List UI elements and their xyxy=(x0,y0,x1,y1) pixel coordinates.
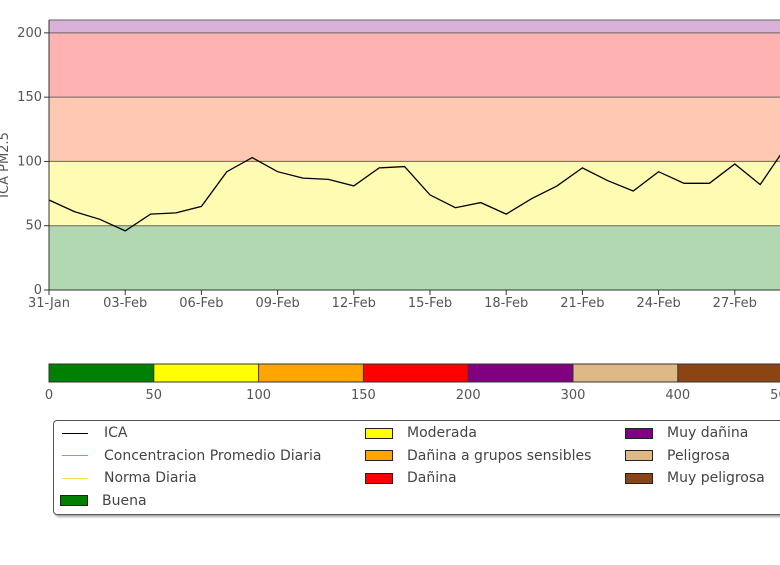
legend-swatch xyxy=(365,450,393,461)
band-2 xyxy=(49,97,780,162)
colorbar-segment-2 xyxy=(258,364,364,382)
band-0 xyxy=(49,225,780,290)
colorbar-tick-label: 300 xyxy=(561,388,586,403)
x-tick-label: 03-Feb xyxy=(103,296,147,311)
colorbar-tick-label: 400 xyxy=(665,388,690,403)
legend-item: Norma Diaria xyxy=(54,468,197,488)
series-lines xyxy=(48,154,780,232)
y-tick-label: 0 xyxy=(34,283,42,298)
legend-label: Buena xyxy=(102,492,147,509)
legend-swatch xyxy=(625,472,653,484)
legend-label: Muy peligrosa xyxy=(667,470,765,486)
colorbar-segment-0 xyxy=(49,364,154,382)
legend-item: Peligrosa xyxy=(619,446,730,466)
legend-item: Muy peligrosa xyxy=(619,468,765,488)
legend-swatch xyxy=(625,450,653,461)
x-tick-label: 06-Feb xyxy=(179,296,223,311)
legend-label: Peligrosa xyxy=(667,447,731,464)
colorbar-segment-6 xyxy=(677,364,780,382)
legend-swatch xyxy=(60,495,88,506)
x-tick-label: 18-Feb xyxy=(484,296,528,311)
axes: 0 50 100 150 200 31-Jan 03-Feb 06-Feb 09-Feb 12-F… xyxy=(17,20,780,311)
legend: ICA Concentracion Promedio Diaria Norma Di… xyxy=(53,420,780,515)
colorbar-tick-label: 50 xyxy=(146,388,163,403)
y-tick-label: 150 xyxy=(17,90,42,105)
y-tick-label: 200 xyxy=(17,26,42,41)
colorbar-segment-5 xyxy=(573,364,678,382)
legend-label: Norma Diaria xyxy=(104,470,197,486)
legend-swatch xyxy=(365,472,393,484)
x-tick-label: 12-Feb xyxy=(332,296,376,311)
colorbar-tick-label: 150 xyxy=(351,388,376,403)
legend-label: Muy dañina xyxy=(667,425,749,441)
colorbar-tick-label: 200 xyxy=(456,388,481,403)
band-1 xyxy=(49,161,780,226)
legend-item: Dañina xyxy=(359,468,457,488)
legend-label: Dañina a grupos sensibles xyxy=(407,447,592,464)
x-tick-label: 09-Feb xyxy=(255,296,299,311)
x-tick-label: 15-Feb xyxy=(408,296,452,311)
x-tick-label: 21-Feb xyxy=(560,296,604,311)
y-axis-label: ICA PM2.5 xyxy=(0,132,12,198)
colorbar-segment-3 xyxy=(363,364,469,382)
colorbar: 0 50 100 150 200 300 400 500 xyxy=(45,363,780,403)
y-tick-label: 50 xyxy=(25,219,42,234)
x-tick-label: 27-Feb xyxy=(713,296,757,311)
x-tick-label: 31-Jan xyxy=(28,296,70,311)
plot-background-bands xyxy=(49,19,780,290)
legend-label: Moderada xyxy=(407,425,477,441)
legend-item: Dañina a grupos sensibles xyxy=(359,446,591,466)
band-3 xyxy=(49,32,780,98)
legend-swatch xyxy=(365,427,393,439)
legend-item: Moderada xyxy=(359,423,477,443)
legend-line-marker xyxy=(62,477,88,479)
colorbar-tick-label: 0 xyxy=(45,388,53,403)
legend-item: Concentracion Promedio Diaria xyxy=(54,446,321,466)
legend-line-marker xyxy=(62,455,88,456)
colorbar-segment-4 xyxy=(468,364,573,382)
colorbar-segment-1 xyxy=(153,364,259,382)
legend-line-marker xyxy=(62,432,88,434)
legend-item: Buena xyxy=(54,491,147,511)
y-tick-label: 100 xyxy=(17,154,42,169)
colorbar-tick-label: 500 xyxy=(770,388,780,403)
legend-label: ICA xyxy=(104,425,128,441)
legend-item: Muy dañina xyxy=(619,423,748,443)
legend-label: Concentracion Promedio Diaria xyxy=(104,447,322,464)
legend-item: ICA xyxy=(54,423,127,443)
band-4 xyxy=(49,20,780,33)
series-line-ICA xyxy=(48,154,780,232)
legend-swatch xyxy=(625,427,653,439)
x-tick-label: 24-Feb xyxy=(636,296,680,311)
colorbar-tick-label: 100 xyxy=(246,388,271,403)
legend-label: Dañina xyxy=(407,470,457,486)
